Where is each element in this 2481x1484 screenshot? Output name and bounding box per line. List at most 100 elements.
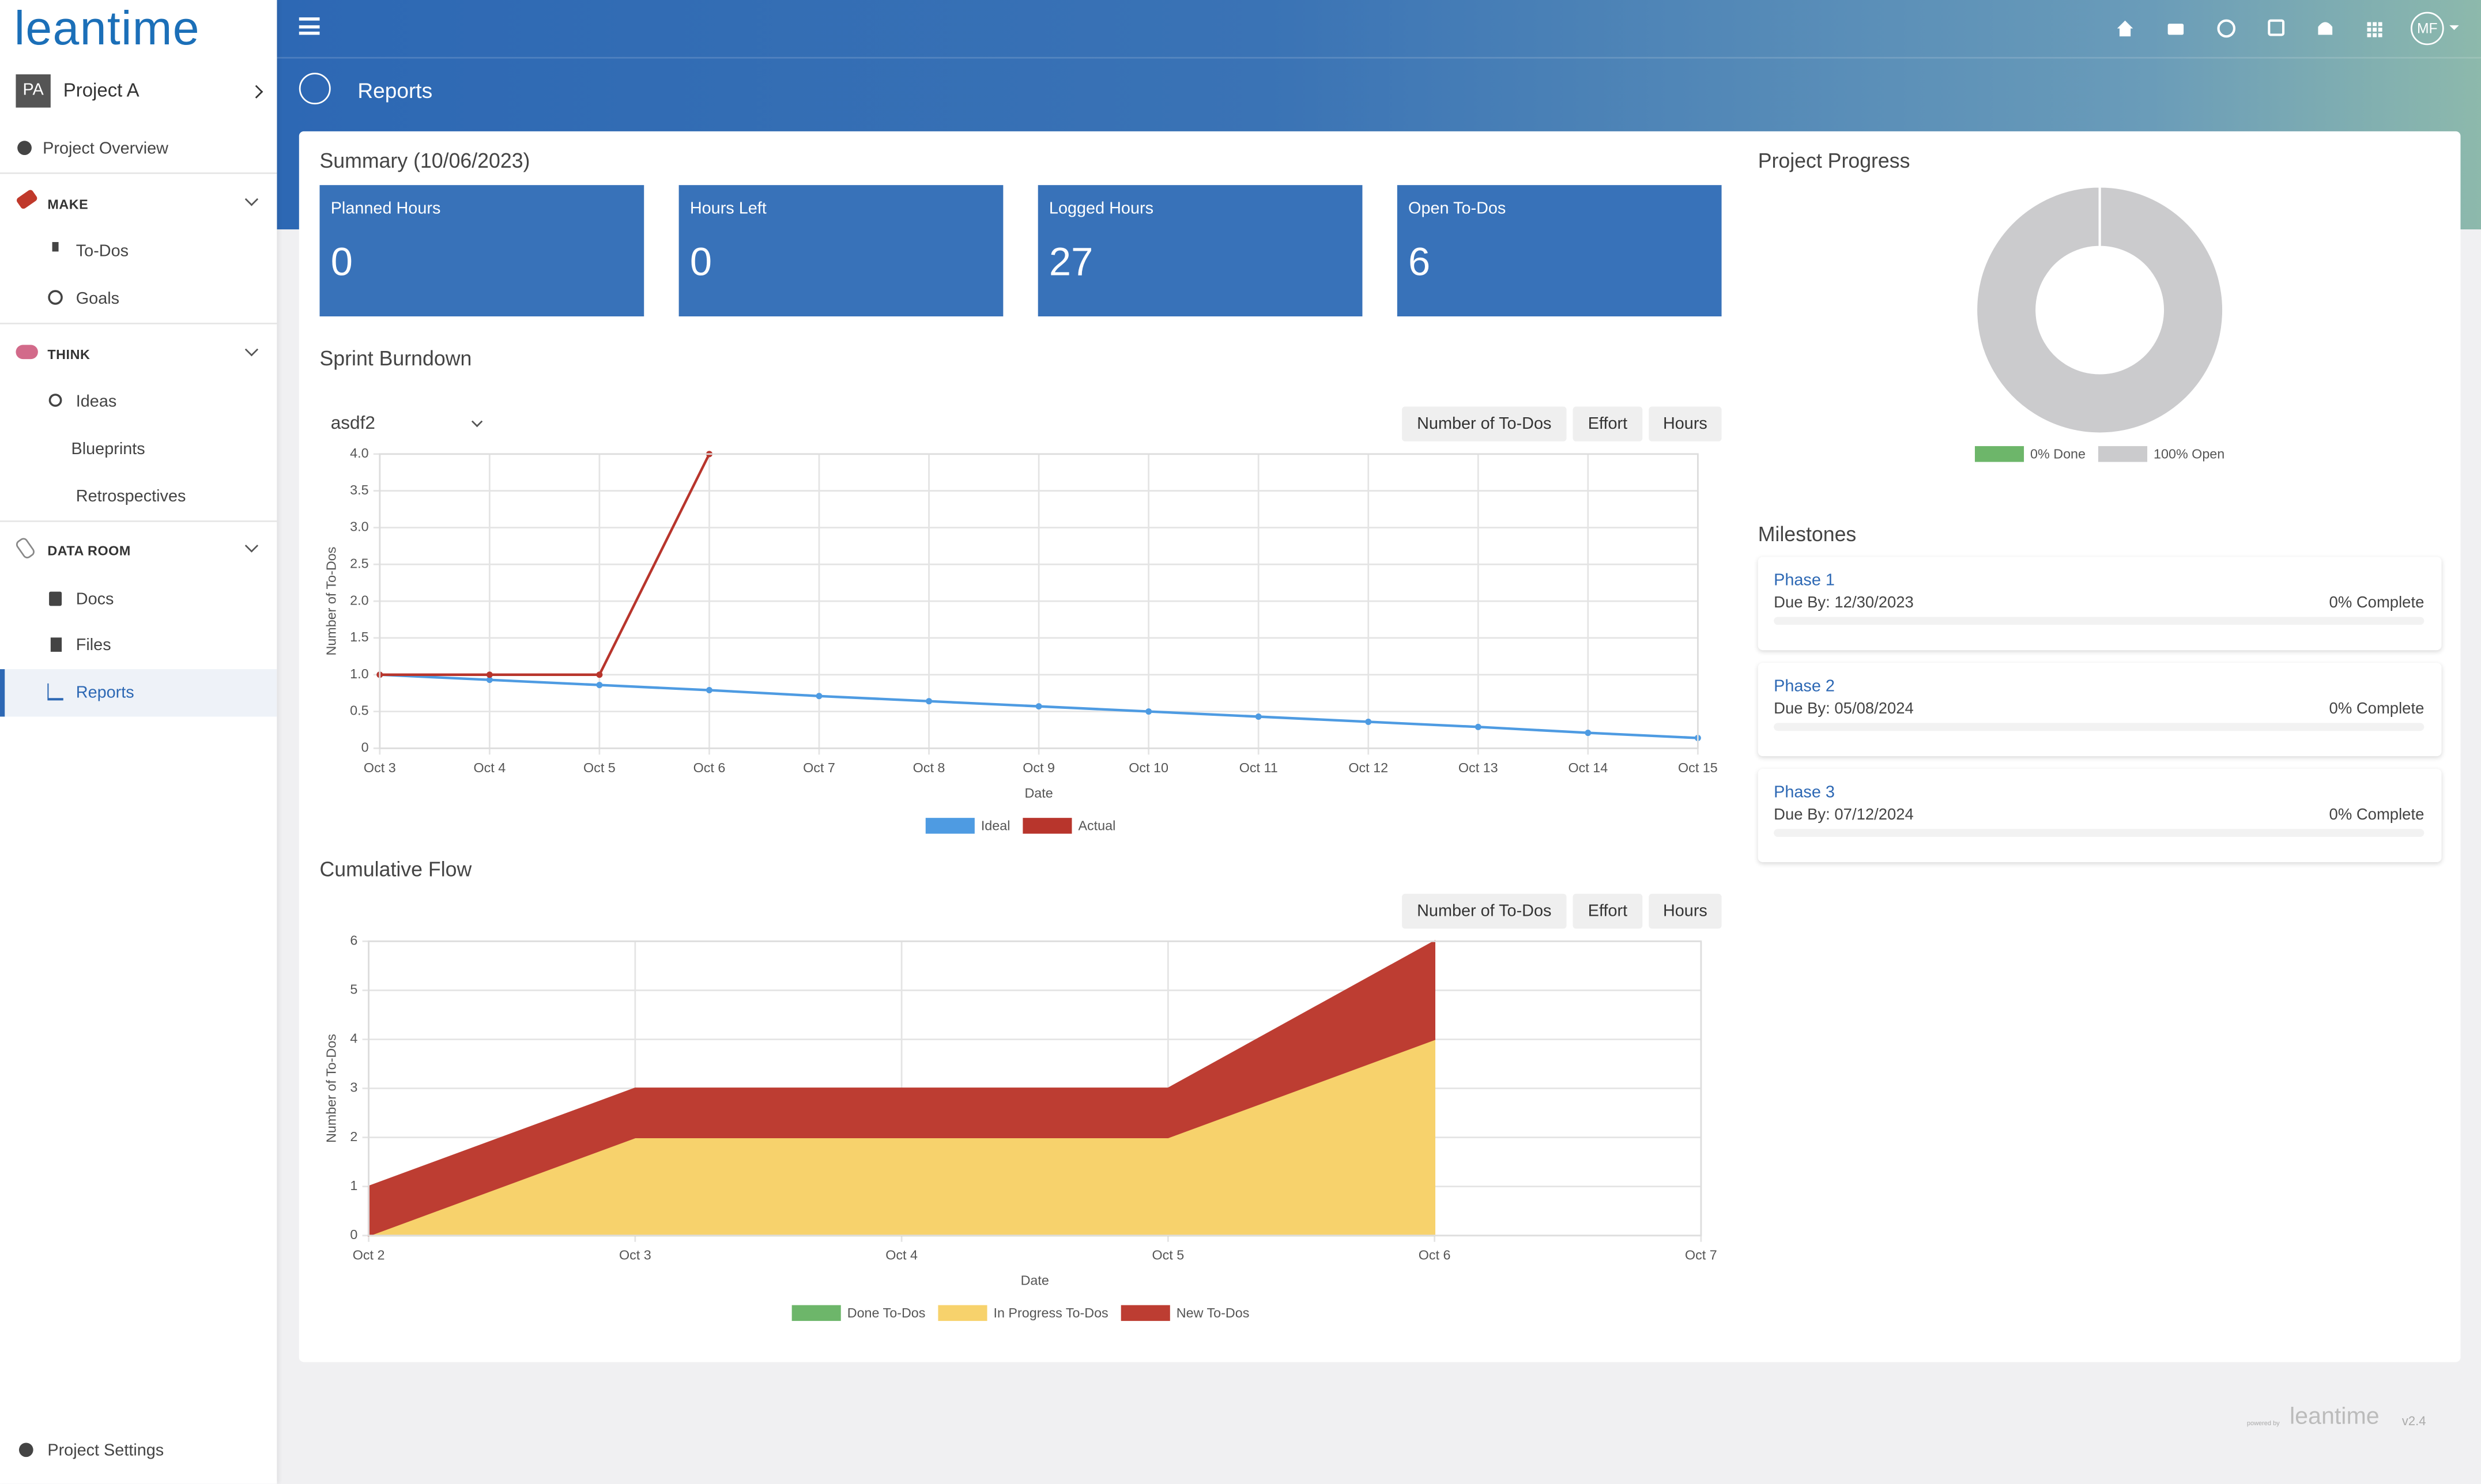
x-tick-label: Oct 4: [885, 1248, 918, 1263]
nav-item[interactable]: Files: [76, 636, 111, 655]
footer-logo: leantime: [2290, 1403, 2380, 1430]
x-tick-label: Oct 6: [693, 760, 726, 775]
y-axis-label: Number of To-Dos: [324, 547, 339, 656]
avatar[interactable]: [2411, 12, 2444, 46]
metric-button[interactable]: Number of To-Dos: [1402, 893, 1567, 929]
series-line: [379, 453, 711, 676]
stat-label: Hours Left: [689, 199, 767, 218]
milestone-name[interactable]: Phase 1: [1774, 571, 1835, 590]
x-tick-label: Oct 14: [1568, 760, 1608, 775]
logo[interactable]: leantime: [14, 3, 200, 56]
x-tick-label: Oct 12: [1348, 760, 1388, 775]
data-point: [596, 671, 603, 678]
y-tick-label: 1.0: [350, 666, 368, 681]
data-point: [1365, 718, 1372, 725]
menu-toggle[interactable]: [299, 17, 320, 35]
nav-section[interactable]: MAKE: [47, 196, 89, 212]
nav-item[interactable]: Retrospectives: [76, 487, 186, 507]
nav-item[interactable]: Blueprints: [71, 440, 145, 459]
legend-swatch: [925, 818, 975, 834]
series-area: [368, 939, 1435, 1237]
x-tick-label: Oct 11: [1239, 760, 1278, 775]
metric-button[interactable]: Effort: [1573, 893, 1643, 929]
x-tick-label: Oct 8: [913, 760, 945, 775]
progress-bar: [1774, 723, 2425, 731]
milestones-title: Milestones: [1758, 522, 1857, 546]
legend-label: 0% Done: [2030, 446, 2086, 461]
legend-label: Actual: [1078, 818, 1115, 833]
legend-label: 100% Open: [2154, 446, 2224, 461]
home-icon[interactable]: [2117, 20, 2133, 37]
metric-button[interactable]: Hours: [1649, 893, 1722, 929]
milestone-name[interactable]: Phase 3: [1774, 783, 1835, 802]
y-tick-label: 4.0: [350, 445, 368, 460]
nav-item[interactable]: Reports: [76, 683, 134, 703]
milestone-due: Due By: 07/12/2024: [1774, 806, 1914, 825]
calendar-icon[interactable]: [2268, 19, 2285, 36]
progress-bar: [1774, 829, 2425, 837]
think-icon: [16, 345, 38, 360]
x-tick-label: Oct 15: [1678, 760, 1718, 775]
progress-bar: [1774, 617, 2425, 625]
legend-swatch: [1974, 446, 2024, 462]
milestone-name[interactable]: Phase 2: [1774, 677, 1835, 696]
page-title: Reports: [357, 79, 433, 103]
project-selector[interactable]: Project A: [63, 79, 139, 101]
x-tick-label: Oct 3: [619, 1248, 651, 1263]
stat-value: 0: [689, 240, 712, 285]
notification-icon[interactable]: [2318, 22, 2333, 35]
y-tick-label: 1: [350, 1178, 357, 1193]
reports-icon: [299, 73, 331, 105]
nav-item[interactable]: Project Settings: [47, 1441, 164, 1460]
stat-card: Open To-Dos 6: [1397, 185, 1722, 316]
data-point: [1585, 730, 1592, 737]
time-icon[interactable]: [2217, 19, 2235, 38]
nav-item[interactable]: Docs: [76, 590, 114, 609]
chart-title: Cumulative Flow: [319, 857, 472, 881]
x-tick-label: Oct 13: [1458, 760, 1498, 775]
milestone-complete: 0% Complete: [2329, 701, 2425, 719]
stat-value: 0: [330, 240, 353, 285]
milestone-card[interactable]: Phase 3 Due By: 07/12/2024 0% Complete: [1758, 769, 2442, 863]
projects-icon[interactable]: [2167, 24, 2184, 35]
settings-icon: [18, 1443, 33, 1457]
chart-title: Project Progress: [1758, 149, 1910, 173]
user-menu-caret[interactable]: [2449, 25, 2459, 31]
nav-item[interactable]: Goals: [76, 289, 120, 309]
legend-label: Ideal: [981, 818, 1011, 833]
nav-active: [0, 669, 277, 717]
nav-section[interactable]: THINK: [47, 346, 91, 362]
y-tick-label: 3.0: [350, 519, 368, 534]
powered-by: powered by: [2246, 1419, 2280, 1427]
sidebar: leantime PA Project A Project Overview M…: [0, 0, 277, 1484]
metric-button[interactable]: Number of To-Dos: [1402, 406, 1567, 441]
stat-label: Open To-Dos: [1408, 199, 1506, 218]
y-axis-label: Number of To-Dos: [324, 1034, 339, 1143]
milestone-complete: 0% Complete: [2329, 595, 2425, 613]
y-tick-label: 3: [350, 1080, 357, 1095]
x-tick-label: Oct 5: [1152, 1248, 1184, 1263]
y-tick-label: 3.5: [350, 482, 368, 497]
stat-label: Logged Hours: [1049, 199, 1154, 218]
sprint-select[interactable]: asdf2: [330, 414, 375, 434]
metric-button[interactable]: Hours: [1649, 406, 1722, 441]
y-tick-label: 0: [350, 1227, 357, 1242]
overview-icon: [17, 141, 32, 156]
divider: [0, 172, 277, 174]
nav-item[interactable]: To-Dos: [76, 241, 129, 261]
milestone-due: Due By: 12/30/2023: [1774, 595, 1914, 613]
x-axis-label: Date: [1021, 1273, 1049, 1288]
metric-button[interactable]: Effort: [1573, 406, 1643, 441]
apps-icon[interactable]: [2367, 22, 2382, 37]
milestone-card[interactable]: Phase 2 Due By: 05/08/2024 0% Complete: [1758, 663, 2442, 757]
nav-section[interactable]: DATA ROOM: [47, 542, 131, 558]
avatar-initials: MF: [2417, 21, 2438, 36]
data-point: [1035, 703, 1042, 710]
milestone-card[interactable]: Phase 1 Due By: 12/30/2023 0% Complete: [1758, 557, 2442, 651]
nav-item[interactable]: Project Overview: [43, 139, 168, 158]
legend-label: In Progress To-Dos: [993, 1305, 1108, 1320]
legend-swatch: [791, 1305, 841, 1321]
nav-item[interactable]: Ideas: [76, 392, 117, 411]
stat-card: Hours Left 0: [678, 185, 1004, 316]
